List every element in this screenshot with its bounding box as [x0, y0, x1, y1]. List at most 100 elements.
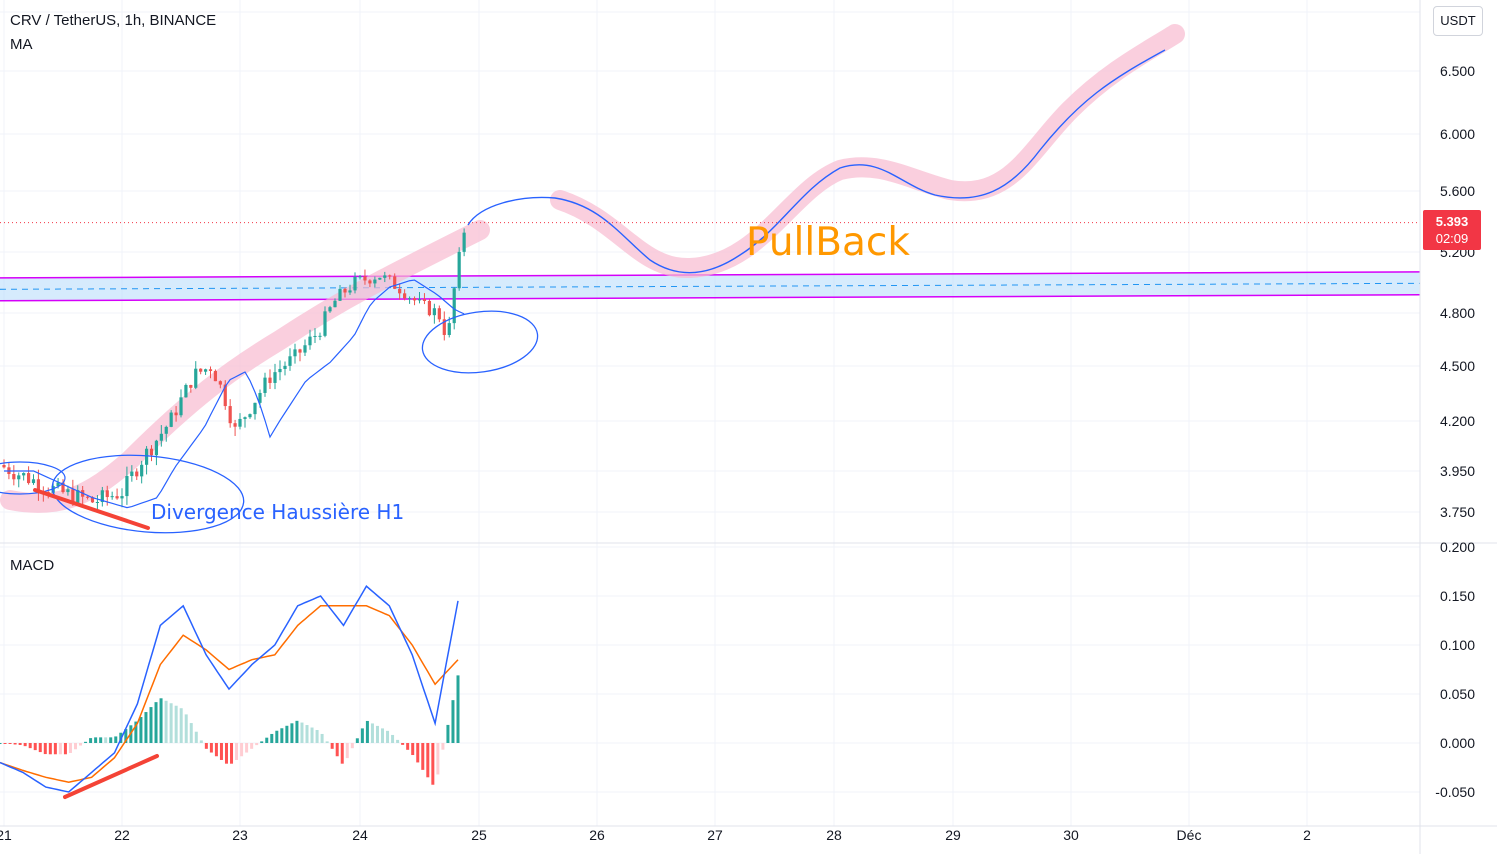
candle	[228, 399, 232, 428]
candle	[417, 291, 422, 304]
candle-body	[248, 414, 252, 418]
candle	[110, 491, 114, 500]
macd-histogram-bar	[315, 729, 319, 743]
candle	[189, 384, 193, 393]
ma-line	[4, 279, 465, 509]
candle-body	[46, 491, 50, 493]
macd-histogram-bar	[401, 743, 405, 745]
macd-histogram-bar	[94, 737, 98, 743]
candle	[169, 410, 173, 428]
macd-histogram-bar	[13, 743, 17, 745]
macd-histogram-bar	[33, 743, 37, 751]
macd-tick-label: 0.100	[1440, 637, 1475, 653]
macd-histogram-bar	[89, 738, 93, 743]
candle-body	[412, 298, 417, 301]
candle	[31, 474, 36, 485]
macd-histogram-bar	[375, 725, 379, 743]
candle-body	[422, 299, 427, 301]
macd-histogram-bar	[0, 743, 2, 744]
candle	[452, 287, 456, 330]
candle	[203, 368, 208, 375]
macd-histogram-bar	[456, 675, 460, 743]
candle-body	[223, 384, 227, 407]
macd-histogram-bar	[386, 730, 390, 743]
macd-histogram-bar	[396, 739, 400, 743]
candle-body	[288, 356, 292, 366]
divergence-ellipse	[51, 454, 245, 534]
candle	[388, 274, 392, 280]
macd-histogram-bar	[335, 743, 339, 757]
pullback-annotation: PullBack	[746, 220, 910, 265]
time-tick-label: 2	[1303, 827, 1311, 843]
macd-histogram-bar	[441, 743, 445, 750]
price-tick-label: 3.950	[1440, 463, 1475, 479]
macd-histogram-bar	[325, 741, 329, 743]
candle	[303, 339, 307, 357]
price-tick-label: 6.500	[1440, 63, 1475, 79]
candle-body	[442, 319, 446, 335]
time-tick-label: 25	[471, 827, 487, 843]
macd-histogram-bar	[360, 728, 364, 743]
candle	[457, 247, 461, 291]
macd-histogram-bar	[280, 728, 284, 743]
macd-histogram-bar	[43, 743, 47, 755]
time-tick-label: Déc	[1177, 827, 1202, 843]
grid	[0, 0, 1420, 826]
candle	[2, 459, 6, 469]
macd-histogram-bar	[370, 723, 374, 743]
candle-body	[189, 384, 193, 388]
candle-body	[398, 288, 402, 294]
candle	[348, 284, 352, 295]
macd-histogram-bar	[28, 743, 32, 749]
macd-histogram-bar	[406, 743, 410, 750]
candle	[36, 469, 41, 501]
macd-histogram-bar	[300, 722, 304, 743]
candle	[398, 283, 402, 300]
candle-body	[110, 496, 114, 498]
time-tick-label: 29	[945, 827, 961, 843]
divergence-price-line	[33, 488, 150, 530]
macd-histogram-bar	[350, 743, 354, 749]
candle	[149, 445, 154, 462]
candle-body	[403, 293, 407, 299]
left-ellipse	[0, 461, 66, 495]
macd-histogram-bar	[3, 743, 7, 744]
macd-histogram-bar	[340, 743, 344, 764]
macd-histogram-bar	[179, 708, 183, 743]
candle-body	[303, 345, 307, 353]
resistance-zone	[0, 271, 1421, 302]
macd-histogram-bar	[275, 730, 279, 743]
candle-body	[437, 308, 441, 320]
divergence-macd-line	[63, 754, 159, 799]
candle	[233, 419, 237, 437]
currency-badge[interactable]: USDT	[1433, 6, 1483, 36]
candle-body	[228, 406, 232, 424]
candle	[130, 465, 134, 482]
candle	[323, 306, 327, 338]
candle	[422, 293, 427, 305]
trend-highlight	[0, 24, 1185, 513]
macd-histogram-bar	[250, 743, 254, 749]
candle	[135, 468, 139, 481]
zone-mid-line	[0, 282, 1421, 290]
macd-histogram-bar	[219, 743, 223, 760]
macd-histogram-bar	[8, 743, 12, 744]
candle	[358, 275, 362, 280]
macd-histogram-bar	[209, 743, 213, 753]
macd-histogram-bar	[240, 743, 244, 757]
price-tick-label: 4.800	[1440, 305, 1475, 321]
candle	[288, 348, 292, 371]
candle-body	[130, 471, 134, 477]
macd-histogram-bar	[310, 727, 314, 743]
macd-histogram-bar	[285, 725, 289, 743]
candle-body	[233, 423, 237, 427]
macd-histogram-bar	[416, 743, 420, 763]
candle	[253, 402, 257, 420]
trend-highlight-projection	[550, 24, 1185, 278]
macd-histogram-bar	[109, 737, 113, 743]
candle	[462, 228, 466, 257]
candle-body	[154, 440, 159, 456]
macd-histogram-bar	[295, 720, 299, 743]
